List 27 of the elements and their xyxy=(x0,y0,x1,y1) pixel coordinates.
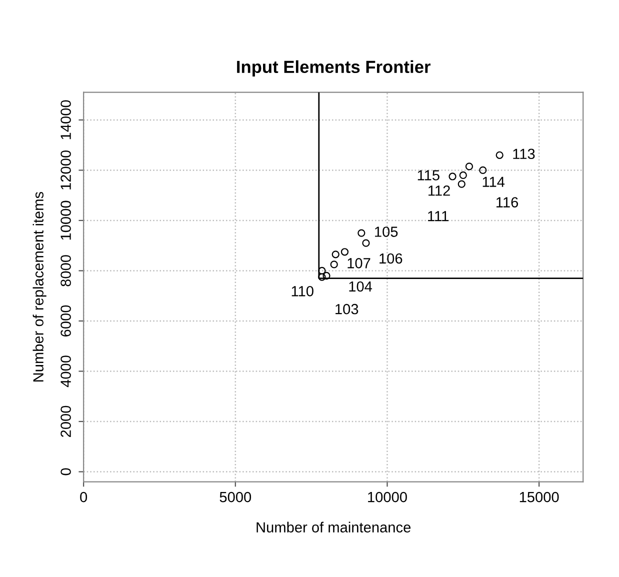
y-tick-label: 4000 xyxy=(60,356,71,388)
y-tick-label: 14000 xyxy=(60,100,71,140)
y-tick-label: 12000 xyxy=(60,150,71,190)
annotation: 107 xyxy=(348,258,370,268)
y-tick-label: 8000 xyxy=(60,255,71,286)
y-tick-label: 0 xyxy=(60,468,71,476)
annotation: 104 xyxy=(349,281,372,292)
annotation: 110 xyxy=(292,286,314,296)
x-tick-label: 15000 xyxy=(520,492,559,502)
y-axis-title: Number of replacement items xyxy=(32,192,46,382)
y-tick-label: 10000 xyxy=(60,200,71,240)
annotation: 115 xyxy=(418,170,440,180)
annotation: 105 xyxy=(375,226,398,237)
annotation: 114 xyxy=(482,176,505,187)
annotation: 116 xyxy=(496,197,518,208)
chart-title: Input Elements Frontier xyxy=(237,60,430,76)
y-tick-label: 2000 xyxy=(60,406,71,437)
x-tick-label: 5000 xyxy=(220,492,252,502)
x-tick-label: 10000 xyxy=(368,492,407,502)
x-axis-title: Number of maintenance xyxy=(256,522,411,532)
annotation: 103 xyxy=(336,304,358,314)
annotation: 113 xyxy=(513,148,535,160)
annotation: 111 xyxy=(428,211,448,222)
x-tick-label: 0 xyxy=(80,492,88,502)
annotation: 106 xyxy=(380,253,402,264)
annotation: 112 xyxy=(428,185,450,196)
y-tick-label: 6000 xyxy=(60,305,71,336)
